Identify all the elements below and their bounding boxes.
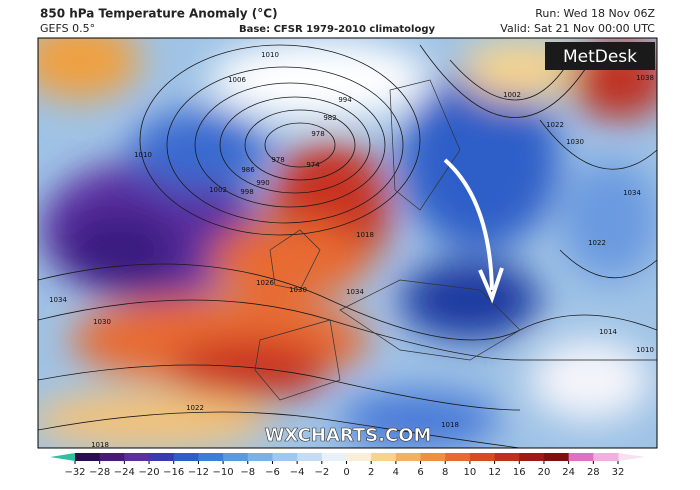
- isobar-label: 1022: [588, 239, 606, 247]
- isobar-label: 1018: [91, 441, 109, 449]
- colorbar-label: −24: [114, 467, 135, 478]
- isobar-label: 978: [271, 156, 284, 164]
- colorbar-segment: [247, 453, 273, 461]
- isobar-label: 1010: [261, 51, 279, 59]
- isobar-label: 982: [323, 114, 336, 122]
- isobar-label: 1002: [209, 186, 227, 194]
- colorbar-label: −6: [265, 467, 280, 478]
- colorbar-segment: [494, 453, 520, 461]
- colorbar-segment: [469, 453, 496, 461]
- title: 850 hPa Temperature Anomaly (°C): [40, 7, 278, 21]
- map: MetDesk WXCHARTS.COM: [38, 38, 657, 448]
- colorbar-label: −2: [314, 467, 329, 478]
- isobar-label: 1022: [186, 404, 204, 412]
- colorbar-label: −4: [290, 467, 305, 478]
- arrow-head: [478, 267, 504, 304]
- isobar-label: 986: [241, 166, 255, 174]
- colorbar-segment: [198, 453, 224, 461]
- isobar-label: 1010: [134, 151, 152, 159]
- isobar-label: 1030: [93, 318, 111, 326]
- colorbar-segment: [149, 453, 175, 461]
- colorbar-label: 8: [442, 467, 448, 478]
- colorbar-label: 10: [464, 467, 477, 478]
- run: Run: Wed 18 Nov 06Z: [535, 7, 655, 20]
- colorbar-label: 32: [612, 467, 625, 478]
- isobar-label: 1034: [49, 296, 67, 304]
- base: Base: CFSR 1979-2010 climatology: [239, 24, 435, 35]
- colorbar-label: 0: [343, 467, 349, 478]
- isobar-label: 1034: [346, 288, 364, 296]
- isobar-label: 998: [240, 188, 253, 196]
- colorbar-segment: [371, 453, 397, 461]
- isobar-label: 978: [311, 130, 324, 138]
- colorbar-label: 12: [488, 467, 501, 478]
- logo-box: [545, 42, 655, 70]
- isobar-label: 1002: [503, 91, 521, 99]
- valid: Valid: Sat 21 Nov 00:00 UTC: [500, 22, 655, 35]
- colorbar-label: −32: [64, 467, 85, 478]
- colorbar-segment: [223, 453, 249, 461]
- colorbar-segment: [124, 453, 150, 461]
- colorbar-label: 16: [513, 467, 526, 478]
- isobar-label: 1026: [256, 279, 274, 287]
- isobar-label: 1010: [636, 346, 654, 354]
- coastlines: [254, 79, 521, 401]
- isobar-label: 1022: [546, 121, 564, 129]
- isobar-label: 1038: [636, 74, 654, 82]
- watermark: WXCHARTS.COM: [265, 425, 432, 446]
- colorbar-segment: [99, 453, 125, 461]
- colorbar-label: 2: [368, 467, 374, 478]
- logo: MetDesk: [563, 47, 637, 67]
- isobar-label: 990: [256, 179, 269, 187]
- colorbar-label: −20: [138, 467, 159, 478]
- isobars: [38, 44, 657, 448]
- isobar-label: 1030: [566, 138, 584, 146]
- isobar-label: 974: [306, 161, 320, 169]
- colorbar-segment: [445, 453, 471, 461]
- isobar-label: 1006: [228, 76, 246, 84]
- colorbar-label: −8: [240, 467, 255, 478]
- isobar-label: 1018: [441, 421, 459, 429]
- colorbar-segment: [395, 453, 422, 461]
- colorbar-segment: [173, 453, 199, 461]
- isobar-label: 1034: [623, 189, 641, 197]
- arrow: [443, 158, 494, 291]
- colorbar-label: 20: [538, 467, 551, 478]
- colorbar-segment: [420, 453, 446, 461]
- isobar-label: 1014: [599, 328, 617, 336]
- colorbar-segment: [593, 453, 619, 461]
- colorbar-end: [618, 453, 645, 461]
- colorbar-label: −28: [89, 467, 110, 478]
- colorbar-segment: [346, 453, 372, 461]
- colorbar-label: −10: [213, 467, 234, 478]
- colorbar-segment: [297, 453, 323, 461]
- colorbar-label: 6: [417, 467, 423, 478]
- colorbar-segment: [568, 453, 594, 461]
- isobar-label: 994: [338, 96, 352, 104]
- colorbar-segment: [519, 453, 545, 461]
- model: GEFS 0.5°: [40, 22, 95, 35]
- colorbar-end: [50, 453, 75, 461]
- isobar-label: 1018: [356, 231, 374, 239]
- colorbar-label: 24: [562, 467, 575, 478]
- colorbar-label: −12: [188, 467, 209, 478]
- colorbar-label: 4: [393, 467, 399, 478]
- isobar-label: 1030: [289, 286, 307, 294]
- colorbar: −32 −28 −24 −20 −16 −12 −10 −8 −6 −4 −2 0 2 4 6 8 10 12 16…: [50, 453, 645, 478]
- map-frame: [37, 37, 658, 449]
- colorbar-segment: [543, 453, 570, 461]
- colorbar-segment: [272, 453, 298, 461]
- colorbar-label: 28: [587, 467, 600, 478]
- colorbar-segment: [321, 453, 347, 461]
- colorbar-segment: [75, 453, 101, 461]
- colorbar-label: −16: [163, 467, 184, 478]
